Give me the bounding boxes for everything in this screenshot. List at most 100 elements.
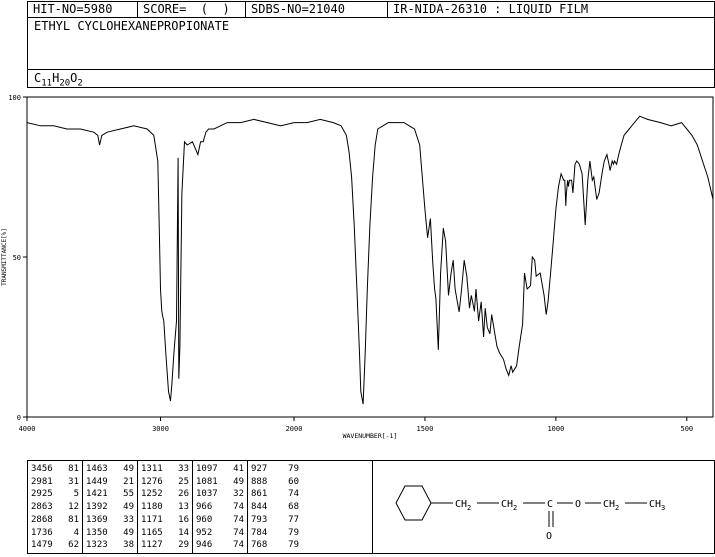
peak-row: 1180 13 [141,501,189,514]
peak-table: 3456 81 2981 31 2925 5 2863 12 2868 81 1736 4 1479 62… [27,460,373,554]
peak-column: 927 79 888 60 861 74 844 68 793 77 784 79 768 79 [248,461,302,553]
peak-wavenumber: 946 [196,540,213,551]
peak-row: 1463 49 [86,463,134,476]
peak-transmittance: 55 [123,489,134,500]
peak-row: 1081 49 [196,476,244,489]
y-tick-label: 100 [8,94,21,102]
x-tick-label: 1000 [547,425,564,433]
peak-transmittance: 79 [288,464,299,474]
peak-transmittance: 74 [233,502,244,513]
peak-transmittance: 4 [73,527,79,538]
peak-wavenumber: 2868 [31,514,53,525]
peak-wavenumber: 2981 [31,476,53,487]
peak-row: 1252 26 [141,488,189,501]
sdbs-no-field: SDBS-NO=21040 [246,2,388,17]
peak-row: 1276 25 [141,476,189,489]
peak-wavenumber: 952 [196,527,213,538]
peak-transmittance: 68 [288,502,299,513]
score-field: SCORE= ( ) [138,2,246,17]
ch3-group: CH3 [649,499,665,512]
compound-name-box: ETHYL CYCLOHEXANEPROPIONATE [27,17,715,70]
peak-wavenumber: 960 [196,514,213,525]
peak-column: 1097 41 1081 49 1037 32 966 74 960 74 952 74 946 74 [193,461,248,553]
peak-transmittance: 74 [233,514,244,525]
x-tick-label: 4000 [19,425,36,433]
peak-transmittance: 33 [123,514,134,525]
peak-transmittance: 13 [178,502,189,513]
peak-row: 793 77 [251,514,299,527]
peak-row: 861 74 [251,488,299,501]
peak-row: 1171 16 [141,514,189,527]
peak-row: 966 74 [196,501,244,514]
peak-transmittance: 29 [178,540,189,551]
peak-row: 1392 49 [86,501,134,514]
peak-wavenumber: 1736 [31,527,53,538]
peak-row: 888 60 [251,476,299,489]
peak-row: 946 74 [196,539,244,552]
hit-no-field: HIT-NO=5980 [28,2,138,17]
peak-row: 1369 33 [86,514,134,527]
peak-wavenumber: 888 [251,476,268,487]
peak-transmittance: 62 [68,540,79,551]
peak-wavenumber: 1276 [141,476,163,487]
peak-wavenumber: 966 [196,502,213,513]
header-bar: HIT-NO=5980 SCORE= ( ) SDBS-NO=21040 IR-… [27,1,715,18]
peak-wavenumber: 1171 [141,514,163,525]
structure-box: CH2 CH2 C O O CH2 CH3 [372,460,715,554]
peak-transmittance: 41 [233,464,244,474]
peak-row: 3456 81 [31,463,79,476]
peak-wavenumber: 1449 [86,476,108,487]
x-tick-label: 500 [680,425,693,433]
peak-transmittance: 32 [233,489,244,500]
peak-wavenumber: 1165 [141,527,163,538]
ch2-group-1: CH2 [455,499,471,512]
peak-transmittance: 77 [288,514,299,525]
peak-wavenumber: 784 [251,527,268,538]
peak-row: 1449 21 [86,476,134,489]
peak-wavenumber: 844 [251,502,268,513]
peak-row: 2925 5 [31,488,79,501]
peak-transmittance: 33 [178,464,189,474]
peak-row: 2981 31 [31,476,79,489]
peak-row: 1165 14 [141,527,189,540]
peak-transmittance: 49 [123,464,134,474]
y-tick-label: 0 [17,414,21,422]
plot-frame [26,96,714,418]
peak-wavenumber: 2863 [31,502,53,513]
ir-info-field: IR-NIDA-26310 : LIQUID FILM [393,2,589,16]
peak-row: 1311 33 [141,463,189,476]
x-axis-label: WAVENUMBER[-1] [343,432,398,440]
peak-transmittance: 49 [233,476,244,487]
structure-diagram: CH2 CH2 C O O CH2 CH3 [395,485,665,542]
peak-wavenumber: 2925 [31,489,53,500]
peak-transmittance: 74 [233,540,244,551]
peak-row: 1323 38 [86,539,134,552]
peak-row: 768 79 [251,539,299,552]
peak-wavenumber: 1037 [196,489,218,500]
peak-wavenumber: 1421 [86,489,108,500]
peak-transmittance: 5 [73,489,79,500]
y-axis-label: TRANSMITTANCE[%] [1,228,8,286]
peak-wavenumber: 1350 [86,527,108,538]
molecular-formula: C11H20O2 [34,71,83,89]
y-axis-ticks: 100 50 0 [8,94,27,422]
peak-transmittance: 60 [288,476,299,487]
peak-wavenumber: 1180 [141,502,163,513]
peak-wavenumber: 1081 [196,476,218,487]
peak-wavenumber: 1097 [196,464,218,474]
peak-transmittance: 14 [178,527,189,538]
peak-row: 1736 4 [31,527,79,540]
peak-wavenumber: 768 [251,540,268,551]
peak-transmittance: 49 [123,502,134,513]
peak-transmittance: 21 [123,476,134,487]
peak-transmittance: 74 [233,527,244,538]
peak-transmittance: 25 [178,476,189,487]
cyclohexane-ring [395,485,432,521]
y-tick-label: 50 [13,254,21,262]
x-tick-label: 2000 [286,425,303,433]
spectrum-line [26,115,714,405]
peak-row: 844 68 [251,501,299,514]
peak-row: 1350 49 [86,527,134,540]
formula-box: C11H20O2 [27,69,715,88]
